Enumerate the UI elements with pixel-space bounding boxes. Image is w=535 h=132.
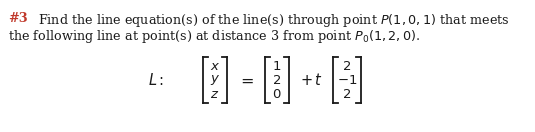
Text: $L:$: $L:$ xyxy=(148,72,164,88)
Text: $z$: $z$ xyxy=(210,88,220,100)
Text: $x$: $x$ xyxy=(210,60,220,72)
Text: $y$: $y$ xyxy=(210,73,220,87)
Text: $1$: $1$ xyxy=(272,60,281,72)
Text: $2$: $2$ xyxy=(342,60,351,72)
Text: $0$: $0$ xyxy=(272,88,282,100)
Text: #3: #3 xyxy=(8,12,28,25)
Text: $+\,t$: $+\,t$ xyxy=(300,72,323,88)
Text: $2$: $2$ xyxy=(272,74,281,86)
Text: $2$: $2$ xyxy=(342,88,351,100)
Text: the following line at point(s) at distance 3 from point $P_0(1, 2, 0)$.: the following line at point(s) at distan… xyxy=(8,28,421,45)
Text: $-1$: $-1$ xyxy=(337,74,357,86)
Text: $=$: $=$ xyxy=(236,72,254,88)
Text: Find the line equation(s) of the line(s) through point $P(1, 0, 1)$ that meets: Find the line equation(s) of the line(s)… xyxy=(38,12,510,29)
